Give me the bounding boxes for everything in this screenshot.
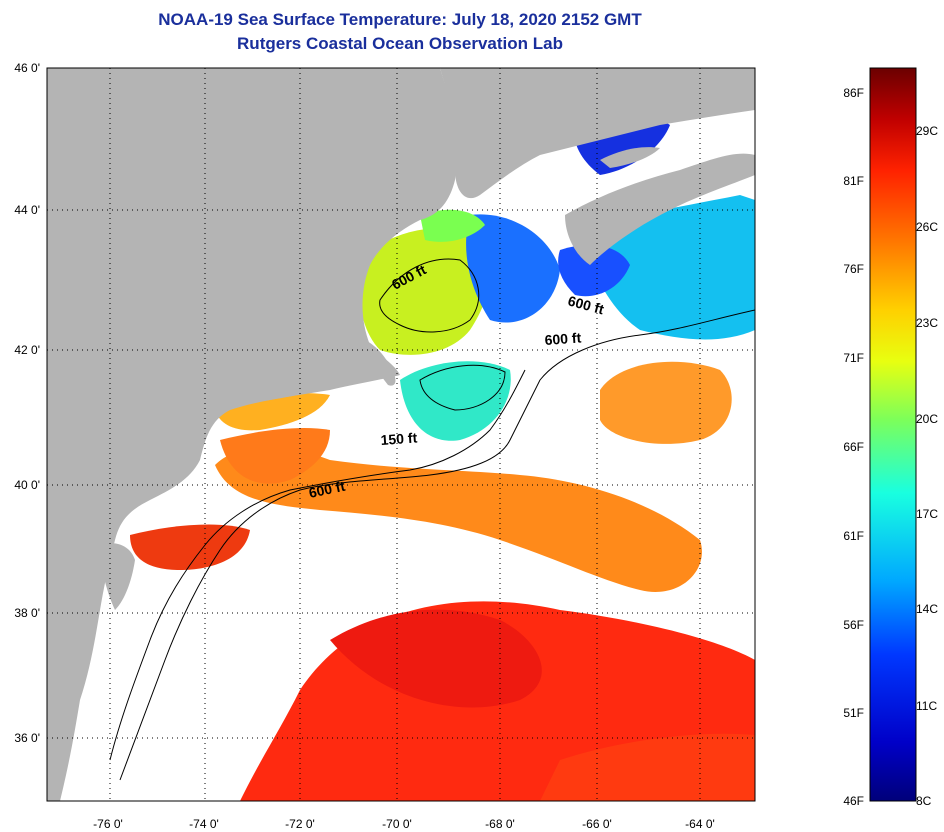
lat-label: 42 0' (14, 343, 40, 357)
lon-label: -70 0' (382, 817, 412, 831)
sst-nova-scotia-coast (558, 245, 630, 297)
sst-nj-shelf (220, 428, 330, 484)
colorbar-f-label: 71F (843, 351, 864, 365)
lat-label: 46 0' (14, 61, 40, 75)
lon-label: -72 0' (285, 817, 315, 831)
colorbar-f-label: 66F (843, 440, 864, 454)
graticule (47, 68, 755, 801)
sst-maine-coast (420, 209, 485, 242)
lat-label: 44 0' (14, 203, 40, 217)
colorbar-f-label: 76F (843, 262, 864, 276)
contour-label: 600 ft (544, 329, 582, 348)
land-delmarva (100, 543, 135, 610)
sst-georges-bank (400, 361, 511, 441)
land-us-mainland (47, 68, 457, 801)
map-frame (46, 67, 756, 802)
colorbar-f-label: 61F (843, 529, 864, 543)
land-nova-scotia (565, 153, 755, 265)
lon-label: -74 0' (189, 817, 219, 831)
lat-label: 38 0' (14, 606, 40, 620)
lon-label: -64 0' (685, 817, 715, 831)
colorbar-f-label: 86F (843, 86, 864, 100)
contour-600ft-shelf-break (119, 309, 755, 781)
lat-label: 40 0' (14, 478, 40, 492)
colorbar-c-label: 8C (916, 794, 932, 808)
lon-label: -68 0' (485, 817, 515, 831)
colorbar-c-label: 11C (916, 699, 938, 713)
colorbar-c-label: 26C (916, 220, 939, 234)
map-subtitle: Rutgers Coastal Ocean Observation Lab (237, 34, 563, 53)
contour-label: 600 ft (307, 478, 346, 501)
colorbar-f-label: 46F (843, 794, 864, 808)
colorbar-c-label: 20C (916, 412, 939, 426)
sst-bay-of-fundy (466, 214, 560, 323)
colorbar (869, 67, 917, 802)
colorbar-c-label: 29C (916, 124, 939, 138)
sst-warm-south-east (540, 733, 755, 801)
land-pei-cape-breton (600, 147, 660, 168)
colorbar-f-label: 56F (843, 618, 864, 632)
contour-label: 150 ft (380, 429, 418, 448)
lat-label: 36 0' (14, 731, 40, 745)
colorbar-c-label: 14C (916, 602, 939, 616)
colorbar-c-label: 23C (916, 316, 939, 330)
lon-label: -76 0' (93, 817, 123, 831)
sst-gulfstream-ring (600, 361, 732, 444)
contour-150ft (109, 369, 526, 761)
sst-delmarva-hot (130, 524, 250, 570)
colorbar-c-label: 17C (916, 507, 939, 521)
lon-label: -66 0' (582, 817, 612, 831)
contour-georges (419, 364, 506, 411)
contour-gulf-maine (379, 258, 480, 333)
sst-hot-south (330, 609, 542, 708)
colorbar-f-label: 81F (843, 174, 864, 188)
land-long-island (225, 383, 330, 402)
land-cape-cod (365, 340, 396, 386)
colorbar-f-label: 51F (843, 706, 864, 720)
map-title: NOAA-19 Sea Surface Temperature: July 18… (158, 10, 642, 29)
